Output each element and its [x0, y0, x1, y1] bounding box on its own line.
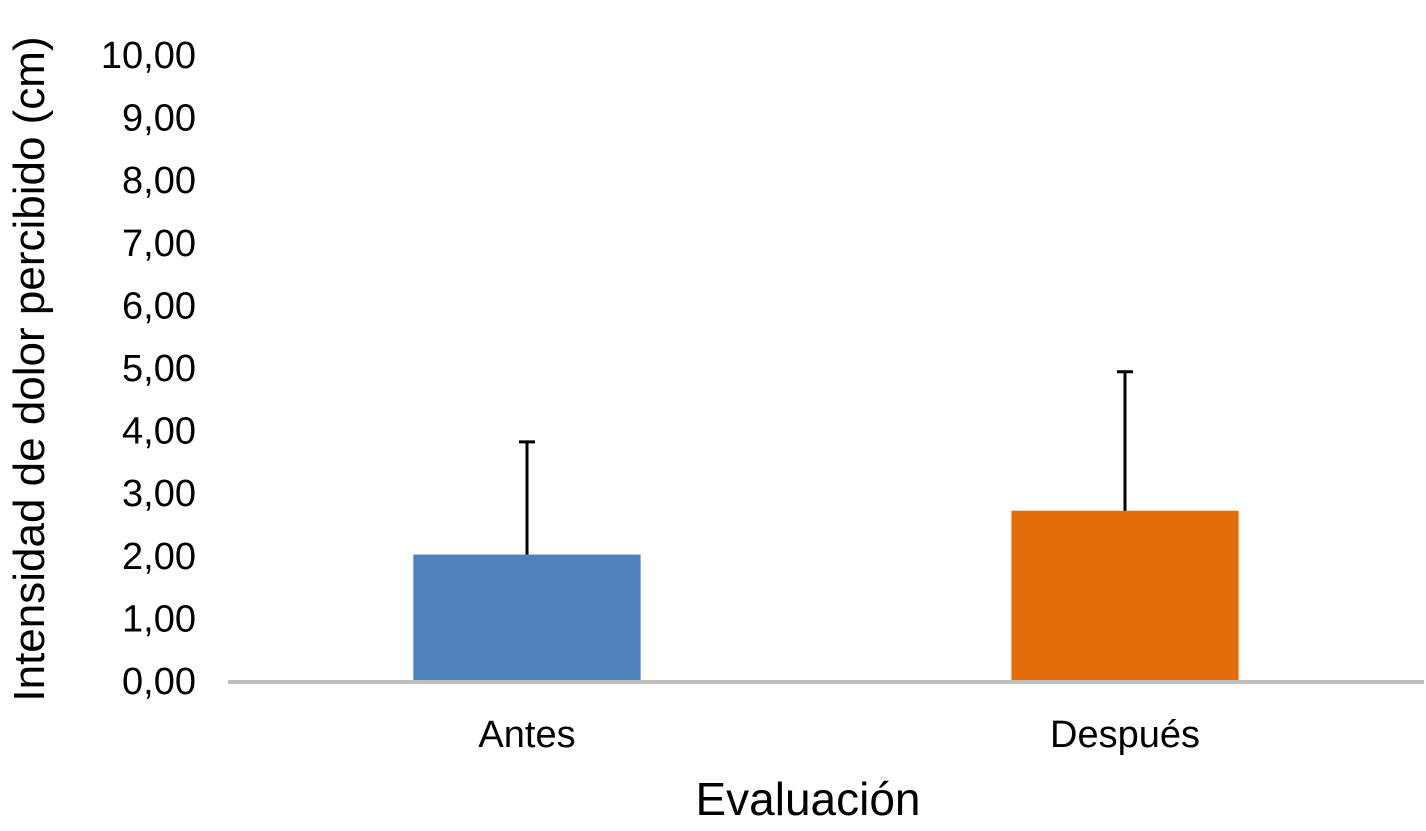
y-tick-label: 10,00 [101, 35, 196, 77]
error-bars-group [519, 370, 1133, 555]
y-tick-label: 6,00 [122, 285, 196, 327]
bar-2 [1011, 510, 1239, 681]
y-axis-title: Intensidad de dolor percibido (cm) [5, 36, 54, 701]
y-tick-label: 9,00 [122, 98, 196, 140]
x-category-label: Después [1050, 714, 1200, 756]
x-category-label: Antes [478, 714, 575, 756]
bar-1 [413, 554, 641, 681]
x-axis-categories: Antes Después [478, 714, 1200, 756]
y-axis-ticks: 0,00 1,00 2,00 3,00 4,00 5,00 6,00 7,00 8,00 9,00… [101, 35, 196, 703]
y-tick-label: 8,00 [122, 160, 196, 202]
y-tick-label: 0,00 [122, 661, 196, 703]
y-tick-label: 2,00 [122, 536, 196, 578]
x-axis-title: Evaluación [695, 773, 920, 825]
y-tick-label: 7,00 [122, 223, 196, 265]
y-tick-label: 3,00 [122, 473, 196, 515]
y-tick-label: 5,00 [122, 348, 196, 390]
y-tick-label: 1,00 [122, 598, 196, 640]
y-tick-label: 4,00 [122, 411, 196, 453]
bars-group [413, 510, 1239, 681]
